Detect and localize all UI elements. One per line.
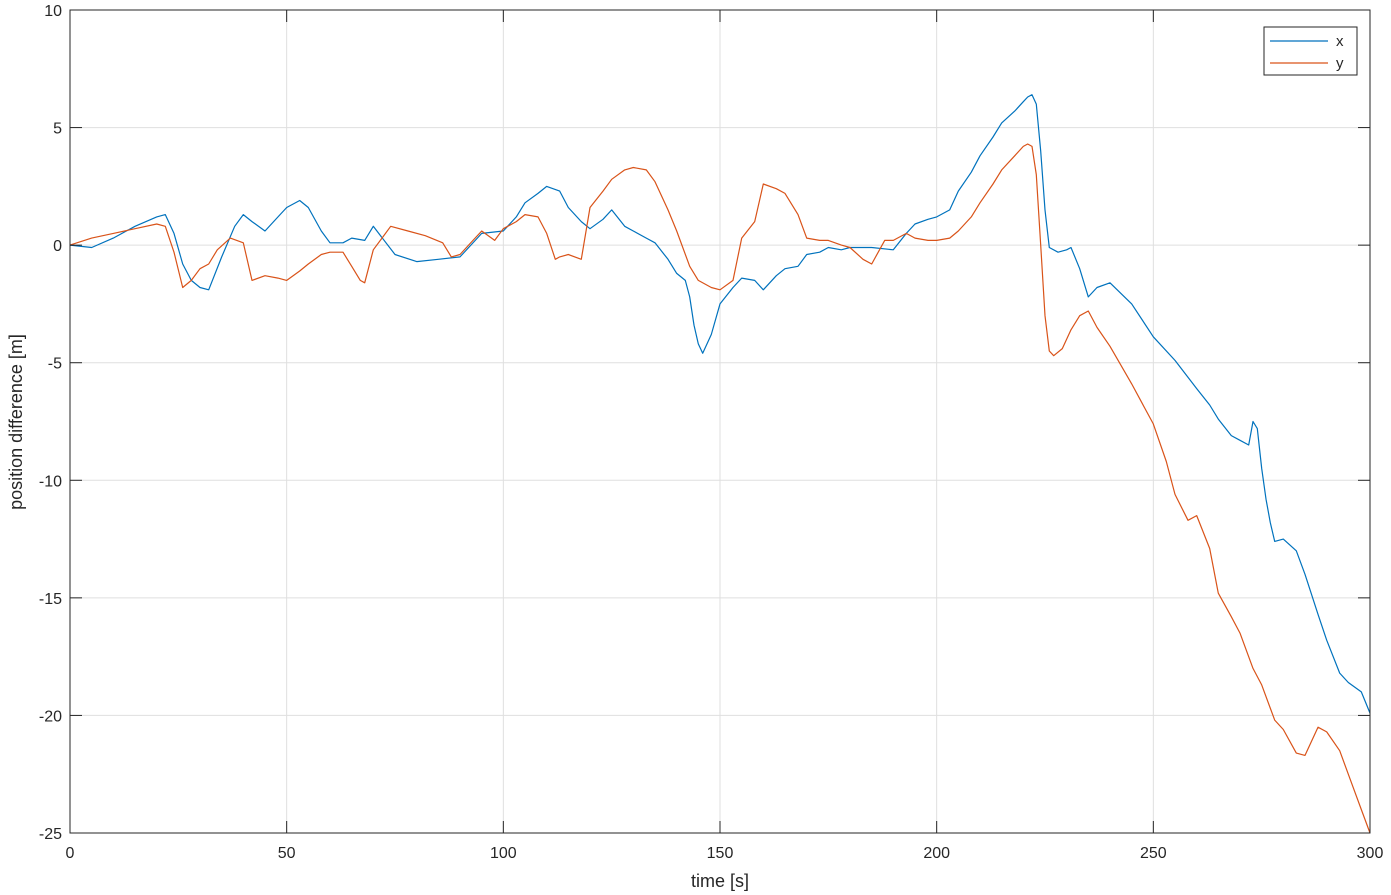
ticks <box>69 9 1371 834</box>
x-tick-label: 200 <box>923 845 950 862</box>
legend-box <box>1263 26 1358 76</box>
y-tick-label: 10 <box>44 3 62 20</box>
legend-label-y: y <box>1336 55 1344 72</box>
y-tick-label: -5 <box>48 356 62 373</box>
y-tick-label: 5 <box>53 121 62 138</box>
x-tick-label: 150 <box>707 845 734 862</box>
series-layer <box>69 94 1371 834</box>
y-tick-label: 0 <box>53 238 62 255</box>
y-tick-label: -20 <box>39 708 62 725</box>
x-tick-label: 300 <box>1357 845 1384 862</box>
legend-label-x: x <box>1336 33 1344 50</box>
y-tick-label: -15 <box>39 591 62 608</box>
y-tick-label: -25 <box>39 826 62 843</box>
x-axis-label: time [s] <box>691 871 749 891</box>
series-line-x <box>69 94 1371 714</box>
y-tick-label: -10 <box>39 473 62 490</box>
x-tick-label: 250 <box>1140 845 1167 862</box>
x-tick-label: 100 <box>490 845 517 862</box>
x-tick-label: 0 <box>66 845 75 862</box>
y-axis-label: position difference [m] <box>6 334 26 510</box>
x-tick-label: 50 <box>278 845 296 862</box>
legend: xy <box>1263 26 1358 76</box>
grid <box>70 10 1370 833</box>
series-line-y <box>69 143 1371 834</box>
